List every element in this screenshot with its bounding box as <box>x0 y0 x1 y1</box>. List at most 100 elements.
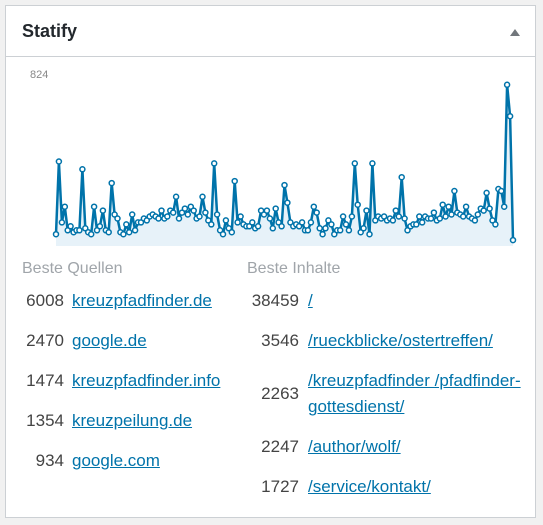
chart-point[interactable] <box>389 217 397 224</box>
chart-point[interactable] <box>90 203 98 210</box>
chart-point[interactable] <box>451 187 458 195</box>
chart-point[interactable] <box>322 225 329 232</box>
chart-point[interactable] <box>442 213 449 220</box>
chart-point[interactable] <box>360 225 367 232</box>
chart-point[interactable] <box>269 225 277 232</box>
chart-point[interactable] <box>202 209 209 216</box>
chart-point[interactable] <box>313 209 320 216</box>
chart-point[interactable] <box>471 217 479 224</box>
chart-point[interactable] <box>506 112 514 120</box>
chart-point[interactable] <box>316 225 323 232</box>
chart-point[interactable] <box>96 223 104 230</box>
content-link[interactable]: /kreuzpfadfinder /pfadfinder-gottesdiens… <box>308 371 521 416</box>
chart-point[interactable] <box>492 221 499 228</box>
chart-point[interactable] <box>328 221 335 228</box>
chart-point[interactable] <box>413 221 420 228</box>
chart-point[interactable] <box>249 219 256 226</box>
chart-point[interactable] <box>158 207 165 214</box>
chart-point[interactable] <box>208 221 215 228</box>
chart-point[interactable] <box>196 213 203 220</box>
chart-point[interactable] <box>336 227 344 234</box>
chart-point[interactable] <box>128 211 136 218</box>
chart-point[interactable] <box>392 207 400 214</box>
content-link[interactable]: /service/kontakt/ <box>308 477 431 496</box>
chart-point[interactable] <box>164 213 171 220</box>
chart-point[interactable] <box>175 215 183 222</box>
chart-point[interactable] <box>281 181 288 189</box>
chart-point[interactable] <box>266 215 274 222</box>
chart-point[interactable] <box>99 207 107 214</box>
chart-point[interactable] <box>155 215 162 222</box>
chart-point[interactable] <box>462 203 470 210</box>
chart-point[interactable] <box>190 207 197 214</box>
chart-point[interactable] <box>298 219 306 226</box>
chart-point[interactable] <box>114 215 121 222</box>
chart-point[interactable] <box>120 230 127 238</box>
chart-point[interactable] <box>76 227 83 234</box>
chart-point[interactable] <box>210 160 218 167</box>
chart-point[interactable] <box>351 160 359 167</box>
chart-point[interactable] <box>52 230 60 238</box>
chart-point[interactable] <box>213 211 221 218</box>
chart-point[interactable] <box>228 228 236 236</box>
chart-point[interactable] <box>418 219 426 226</box>
chart-point[interactable] <box>61 203 69 210</box>
chart-point[interactable] <box>184 211 192 218</box>
chart-point[interactable] <box>436 215 444 222</box>
content-link[interactable]: / <box>308 291 313 310</box>
chart-point[interactable] <box>237 213 244 220</box>
chart-point[interactable] <box>398 173 405 181</box>
widget-header[interactable]: Statify <box>6 6 535 57</box>
chart-point[interactable] <box>404 227 411 234</box>
chart-point[interactable] <box>169 209 177 216</box>
chart-point[interactable] <box>284 199 291 206</box>
chart-point[interactable] <box>325 217 332 224</box>
chart-point[interactable] <box>416 213 423 220</box>
chart-point[interactable] <box>58 219 66 226</box>
chart-point[interactable] <box>131 227 139 234</box>
chart-point[interactable] <box>87 230 95 238</box>
chart-point[interactable] <box>272 205 279 212</box>
source-link[interactable]: google.de <box>72 331 147 350</box>
chart-point[interactable] <box>79 166 86 173</box>
source-link[interactable]: kreuzpeilung.de <box>72 411 193 430</box>
chart-point[interactable] <box>503 81 511 89</box>
chart-point[interactable] <box>345 227 353 234</box>
chart-point[interactable] <box>339 213 347 220</box>
chart-point[interactable] <box>342 221 350 228</box>
chart-point[interactable] <box>278 223 285 230</box>
chart-point[interactable] <box>459 213 467 220</box>
chart-point[interactable] <box>105 228 112 236</box>
chart-point[interactable] <box>354 201 361 208</box>
chart-point[interactable] <box>366 230 373 238</box>
chart-point[interactable] <box>205 217 212 224</box>
source-link[interactable]: kreuzpfadfinder.info <box>72 371 221 390</box>
chart-point[interactable] <box>172 193 180 201</box>
chart-point[interactable] <box>310 203 318 210</box>
chart-point[interactable] <box>219 230 227 238</box>
chart-point[interactable] <box>445 203 452 210</box>
chart-point[interactable] <box>498 187 505 195</box>
chart-point[interactable] <box>395 213 403 220</box>
chart-point[interactable] <box>401 215 408 222</box>
chart-point[interactable] <box>474 211 482 218</box>
chart-point[interactable] <box>67 223 74 230</box>
chart-point[interactable] <box>439 201 446 208</box>
chart-point[interactable] <box>254 223 262 230</box>
chart-point[interactable] <box>125 228 133 236</box>
chart-point[interactable] <box>304 227 312 234</box>
chart-point[interactable] <box>319 230 326 238</box>
source-link[interactable]: kreuzpfadfinder.de <box>72 291 212 310</box>
chart-point[interactable] <box>108 179 115 187</box>
source-link[interactable]: google.com <box>72 451 160 470</box>
chart-point[interactable] <box>231 177 238 185</box>
chart-point[interactable] <box>509 236 517 244</box>
chart-point[interactable] <box>263 207 271 214</box>
triangle-up-icon[interactable] <box>507 25 523 39</box>
content-link[interactable]: /rueckblicke/ostertreffen/ <box>308 331 493 350</box>
chart-point[interactable] <box>369 160 376 167</box>
chart-point[interactable] <box>307 219 315 226</box>
content-link[interactable]: /author/wolf/ <box>308 437 401 456</box>
chart-point[interactable] <box>123 221 130 228</box>
chart-point[interactable] <box>430 209 438 216</box>
